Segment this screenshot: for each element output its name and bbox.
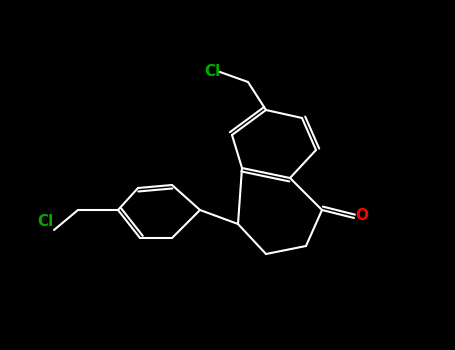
Text: O: O [355,208,369,223]
Text: Cl: Cl [204,64,220,79]
Text: Cl: Cl [37,215,53,230]
